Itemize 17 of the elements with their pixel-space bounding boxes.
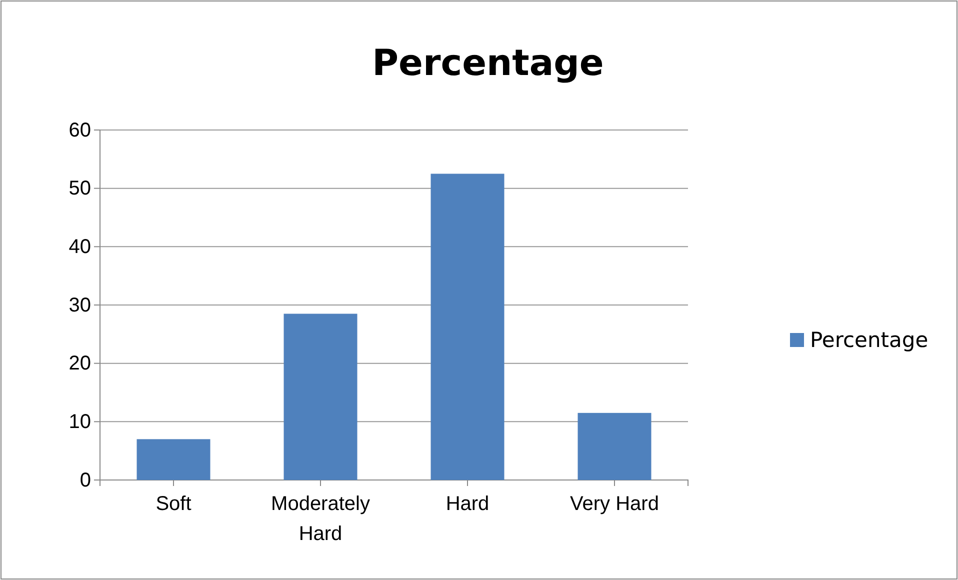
x-tick-label: Very Hard: [570, 493, 659, 515]
y-tick-label: 10: [68, 411, 91, 434]
chart-title: Percentage: [372, 43, 604, 84]
y-tick-label: 0: [80, 469, 91, 492]
bar: [430, 174, 504, 480]
bar: [284, 314, 358, 480]
x-tick-label: Moderately Hard: [271, 493, 370, 545]
bar: [136, 439, 210, 480]
y-tick-label: 50: [68, 178, 91, 200]
x-tick-label: Soft: [156, 493, 192, 515]
y-tick-label: 40: [68, 236, 91, 258]
legend-label: Percentage: [810, 328, 928, 352]
y-tick-label: 20: [68, 352, 91, 375]
y-tick-label: 60: [68, 119, 91, 142]
x-tick-label: Hard: [446, 493, 490, 515]
y-tick-label: 30: [68, 294, 91, 316]
bar: [578, 412, 652, 480]
